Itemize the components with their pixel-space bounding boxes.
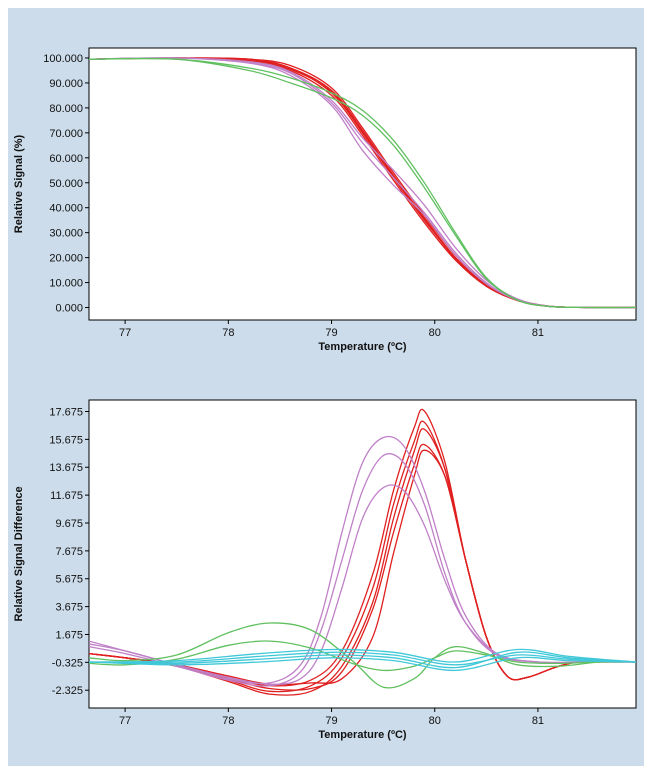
y-tick-label: 7.675 [55,546,83,558]
y-axis-label: Relative Signal Difference [13,486,25,621]
series-line-cyan [89,656,636,672]
series-line-cyan [89,651,636,666]
y-tick-label: 40.000 [49,203,83,215]
y-axis-label: Relative Signal (%) [13,134,25,233]
y-tick-label: 15.675 [49,434,83,446]
y-tick-label: 30.000 [49,228,83,240]
x-tick-label: 80 [429,327,441,339]
series-group [89,57,636,309]
y-tick-label: 9.675 [55,518,83,530]
y-tick-label: 17.675 [49,406,83,418]
melt-curve-chart: 100.000 90.000 80.000 70.000 60.000 50.000 40.… [13,47,637,353]
x-tick-label: 79 [325,327,337,339]
series-line-green [89,622,636,689]
y-tick-label: -2.325 [52,685,83,697]
x-tick-label: 79 [325,715,337,727]
series-line-green [89,57,636,309]
series-line-violet [89,453,636,687]
y-tick-label: 1.675 [55,629,83,641]
y-tick-label: 0.000 [55,303,83,315]
y-tick-label: 70.000 [49,128,83,140]
y-tick-label: 100.000 [43,53,83,65]
y-tick-label: 90.000 [49,78,83,90]
x-tick-label: 78 [222,715,234,727]
series-line-green [89,640,636,672]
x-tick-label: 77 [119,715,131,727]
x-tick-label: 80 [429,715,441,727]
y-tick-label: 11.675 [50,490,83,502]
x-tick-label: 81 [532,715,544,727]
y-tick-label: 10.000 [49,278,83,290]
y-tick-label: 50.000 [49,178,83,190]
y-tick-label: 5.675 [55,574,83,586]
y-tick-label: 3.675 [55,602,83,614]
series-line-cyan [89,648,636,663]
y-tick-label: 13.675 [49,462,83,474]
x-axis-label: Temperature (ºC) [318,729,406,741]
series-group [89,408,636,696]
x-tick-label: 77 [119,327,131,339]
series-line-red [89,449,636,686]
x-tick-label: 78 [222,327,234,339]
series-line-cyan [89,651,636,669]
y-tick-label: 80.000 [49,103,83,115]
y-tick-label: 20.000 [49,253,83,265]
x-tick-label: 81 [532,327,544,339]
y-tick-label: -0.325 [52,657,83,669]
plot-area [88,47,637,321]
x-axis-label: Temperature (ºC) [318,341,406,353]
series-line-violet [89,484,636,685]
y-tick-label: 60.000 [49,153,83,165]
